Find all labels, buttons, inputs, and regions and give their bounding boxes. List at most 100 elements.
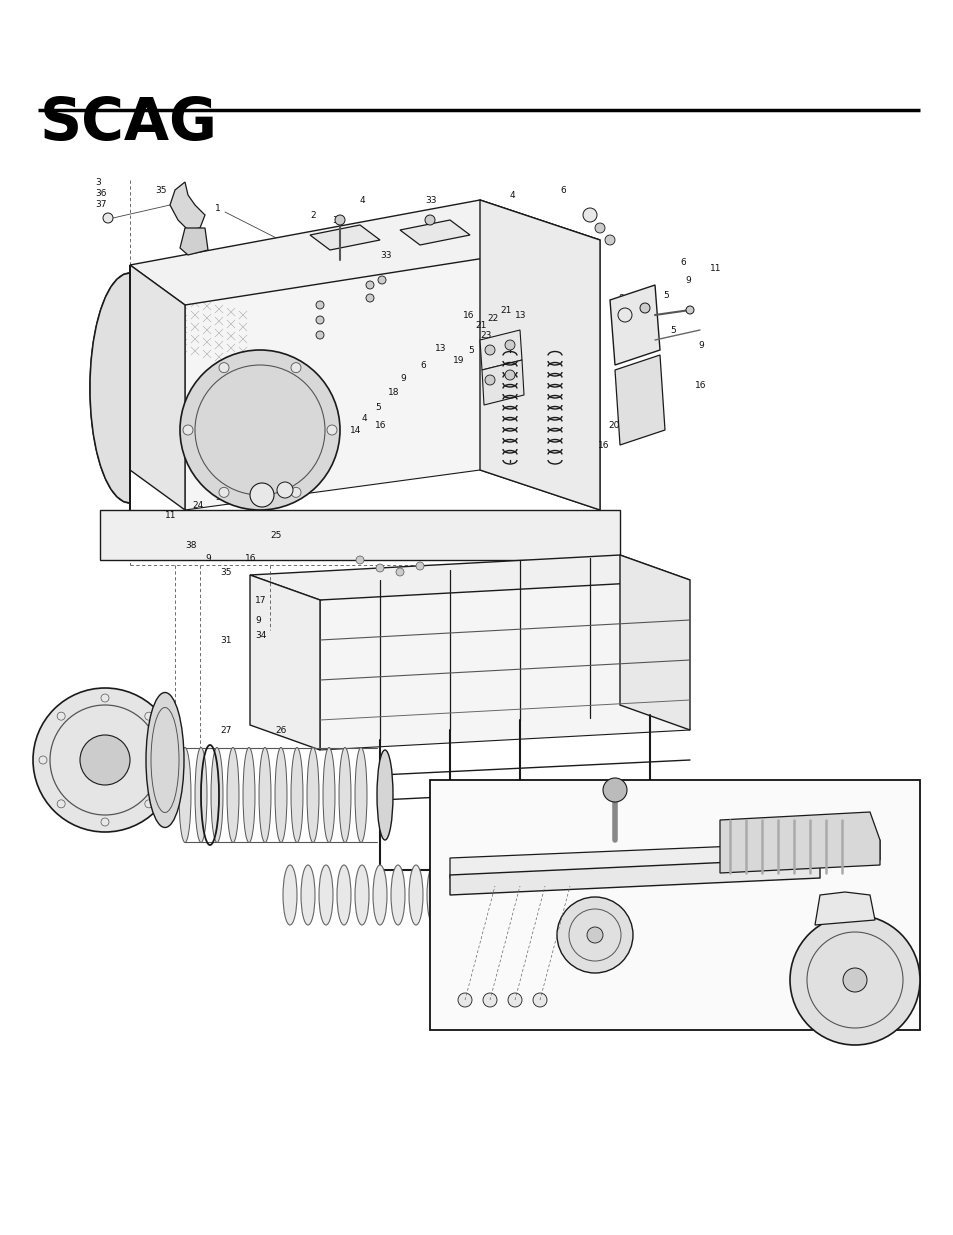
Circle shape	[416, 562, 423, 571]
Text: 33: 33	[379, 251, 391, 259]
Polygon shape	[619, 555, 689, 730]
Ellipse shape	[355, 864, 369, 925]
Ellipse shape	[258, 747, 271, 842]
Polygon shape	[609, 285, 659, 366]
Ellipse shape	[373, 864, 387, 925]
Text: 16: 16	[375, 420, 386, 430]
Text: 3: 3	[95, 178, 101, 186]
Text: 24: 24	[192, 500, 203, 510]
Polygon shape	[130, 266, 185, 510]
Polygon shape	[100, 510, 619, 559]
Text: 26: 26	[274, 725, 286, 735]
Text: 13: 13	[435, 343, 446, 352]
Text: 31: 31	[274, 488, 286, 496]
Ellipse shape	[291, 747, 303, 842]
Polygon shape	[479, 330, 521, 370]
Circle shape	[842, 968, 866, 992]
Circle shape	[101, 694, 109, 701]
Circle shape	[219, 363, 229, 373]
Ellipse shape	[274, 747, 287, 842]
Text: 6: 6	[419, 361, 425, 369]
Text: 25: 25	[270, 531, 281, 540]
Polygon shape	[479, 200, 599, 510]
Text: 32: 32	[65, 773, 76, 783]
Ellipse shape	[338, 747, 351, 842]
Text: 36: 36	[95, 189, 107, 198]
Polygon shape	[90, 266, 130, 510]
Ellipse shape	[211, 747, 223, 842]
Polygon shape	[814, 892, 874, 925]
Circle shape	[276, 482, 293, 498]
Text: 4: 4	[359, 195, 365, 205]
Ellipse shape	[336, 864, 351, 925]
Bar	[430, 781, 919, 1030]
Text: 9: 9	[254, 615, 260, 625]
Circle shape	[395, 568, 403, 576]
Text: 16: 16	[245, 553, 256, 562]
Ellipse shape	[146, 693, 184, 827]
Text: 9: 9	[698, 341, 703, 350]
Circle shape	[366, 282, 374, 289]
Text: 14: 14	[350, 426, 361, 435]
Text: 32: 32	[250, 493, 261, 501]
Text: 3: 3	[332, 215, 337, 225]
Circle shape	[103, 212, 112, 224]
Text: 19: 19	[453, 356, 464, 364]
Polygon shape	[399, 220, 470, 245]
Circle shape	[291, 488, 301, 498]
Polygon shape	[319, 555, 689, 750]
Circle shape	[57, 800, 65, 808]
Circle shape	[533, 993, 546, 1007]
Circle shape	[291, 363, 301, 373]
Ellipse shape	[301, 864, 314, 925]
Text: 4: 4	[510, 190, 515, 200]
Circle shape	[604, 235, 615, 245]
Text: 28: 28	[115, 824, 126, 832]
Ellipse shape	[409, 864, 422, 925]
Polygon shape	[450, 840, 879, 878]
Text: 11: 11	[709, 263, 720, 273]
Ellipse shape	[323, 747, 335, 842]
Circle shape	[39, 756, 47, 764]
Circle shape	[484, 345, 495, 354]
Circle shape	[582, 207, 597, 222]
Text: 16: 16	[462, 310, 474, 320]
Circle shape	[484, 375, 495, 385]
Text: 16: 16	[598, 441, 609, 450]
Text: 17: 17	[254, 595, 266, 604]
Text: 16: 16	[695, 380, 706, 389]
Ellipse shape	[243, 747, 254, 842]
Circle shape	[145, 800, 152, 808]
Circle shape	[355, 556, 364, 564]
Text: SCAG: SCAG	[40, 95, 217, 152]
Text: 29: 29	[50, 788, 61, 797]
Text: 23: 23	[479, 331, 491, 340]
Text: 18: 18	[388, 388, 399, 396]
Text: 40: 40	[584, 785, 596, 794]
Text: 10: 10	[769, 795, 781, 804]
Circle shape	[457, 993, 472, 1007]
Ellipse shape	[179, 747, 191, 842]
Ellipse shape	[376, 750, 393, 840]
Text: 27: 27	[220, 725, 232, 735]
Text: 5: 5	[375, 403, 380, 411]
Ellipse shape	[391, 864, 405, 925]
Text: 6: 6	[679, 258, 685, 267]
Text: 39: 39	[760, 1000, 771, 1009]
Text: 22: 22	[486, 314, 497, 322]
Circle shape	[507, 993, 521, 1007]
Circle shape	[315, 316, 324, 324]
Polygon shape	[310, 225, 379, 249]
Circle shape	[557, 897, 633, 973]
Text: 34: 34	[254, 631, 266, 640]
Polygon shape	[250, 555, 689, 600]
Polygon shape	[481, 359, 523, 405]
Text: 21: 21	[499, 305, 511, 315]
Text: 5: 5	[237, 471, 244, 479]
Circle shape	[789, 915, 919, 1045]
Text: 5: 5	[669, 326, 675, 335]
Polygon shape	[170, 182, 205, 230]
Text: 20: 20	[607, 420, 618, 430]
Circle shape	[504, 340, 515, 350]
Ellipse shape	[227, 747, 239, 842]
